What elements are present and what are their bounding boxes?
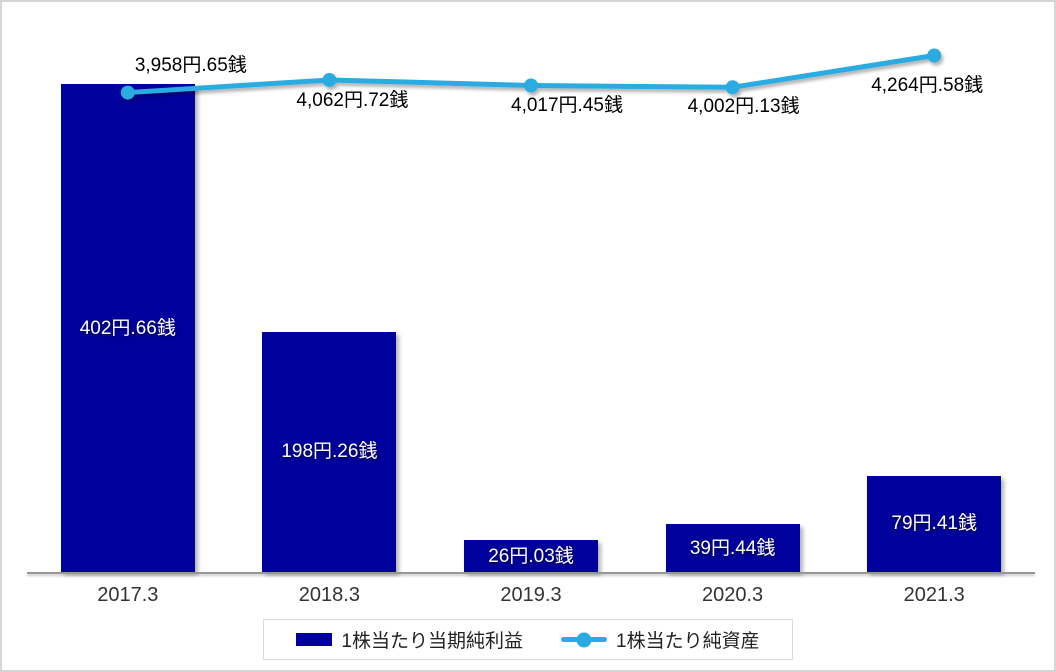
bar-2021.3: 79円.41銭 xyxy=(867,475,1002,572)
bar-data-label: 26円.03銭 xyxy=(488,545,574,567)
x-axis-label-2021.3: 2021.3 xyxy=(903,584,965,606)
bar-data-label: 39円.44銭 xyxy=(689,537,776,559)
legend: 1株当たり当期純利益 1株当たり純資産 xyxy=(263,619,793,660)
x-axis-line xyxy=(27,572,1035,574)
line-data-label: 4,017円.45銭 xyxy=(511,95,623,117)
bar-data-label: 198円.26銭 xyxy=(281,441,378,463)
bar-2019.3: 26円.03銭 xyxy=(464,540,598,572)
x-axis-label-2017.3: 2017.3 xyxy=(97,584,159,606)
line-data-label: 4,002円.13銭 xyxy=(687,96,800,118)
line-series-swatch-icon xyxy=(561,632,607,647)
bar-series-swatch-icon xyxy=(296,633,333,646)
line-marker-icon xyxy=(576,632,592,647)
x-axis-label-2018.3: 2018.3 xyxy=(298,584,360,606)
legend-item-net-assets: 1株当たり純資産 xyxy=(561,626,760,653)
legend-item-net-income: 1株当たり当期純利益 xyxy=(296,626,523,653)
legend-label-net-assets: 1株当たり純資産 xyxy=(616,631,760,652)
x-axis-label-2019.3: 2019.3 xyxy=(500,584,562,606)
bar-data-label: 402円.66銭 xyxy=(79,317,176,339)
bar-2018.3: 198円.26銭 xyxy=(262,331,397,572)
bar-2017.3: 402円.66銭 xyxy=(60,84,195,572)
x-axis-label-2020.3: 2020.3 xyxy=(702,584,764,606)
line-data-label: 3,958円.65銭 xyxy=(134,54,247,76)
line-data-label: 4,062円.72銭 xyxy=(296,89,409,111)
line-data-label: 4,264円.58銭 xyxy=(871,74,984,96)
bar-data-label: 79円.41銭 xyxy=(891,513,977,535)
legend-label-net-income: 1株当たり当期純利益 xyxy=(341,631,523,652)
bar-2020.3: 39円.44銭 xyxy=(665,524,800,572)
